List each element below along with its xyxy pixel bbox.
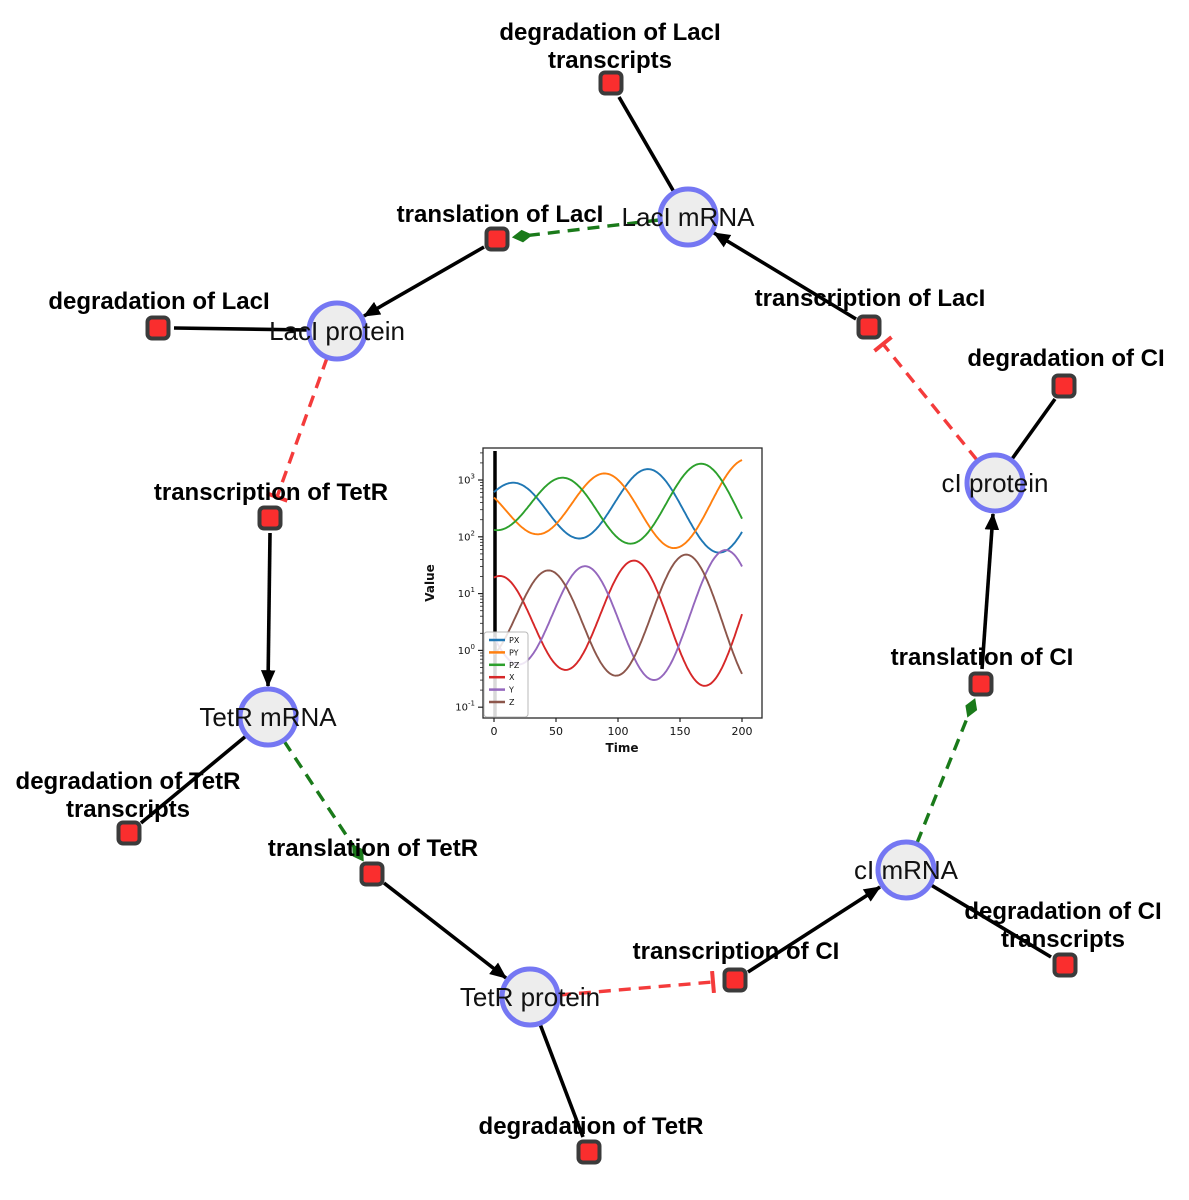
legend-label-PY: PY <box>509 648 519 657</box>
reaction-label-degradation-of-ci-transcripts-line2: transcripts <box>1001 926 1125 953</box>
reaction-label-degradation-of-laci-line1: degradation of LacI <box>48 288 269 315</box>
edge-tetr-mrna-modifies-translation[interactable] <box>282 740 364 862</box>
series-curve-PY <box>493 459 743 550</box>
edge-transcription-ci-to-mrna[interactable] <box>747 885 882 974</box>
edge-laci-mrna-modifies-translation[interactable] <box>511 218 660 243</box>
legend-box <box>483 631 529 718</box>
reaction-label-degradation-of-ci-transcripts-line1: degradation of CI <box>964 898 1161 925</box>
reaction-node-transcription-of-laci[interactable] <box>856 314 882 340</box>
reaction-node-translation-of-tetr[interactable] <box>359 861 385 887</box>
reaction-node-degradation-of-tetr-transcripts[interactable] <box>116 820 142 846</box>
reaction-node-transcription-of-tetr[interactable] <box>257 505 283 531</box>
edge-tetr-mrna-to-degradation[interactable] <box>139 734 248 825</box>
plot-legend: PX PY PZ XYZ <box>483 631 529 718</box>
reaction-node-degradation-of-ci-transcripts[interactable] <box>1052 952 1078 978</box>
edge-tetr-protein-inhibits-ci-tx[interactable] <box>558 970 716 997</box>
plot-ticks: 0 50 100 150 200 103 102 101 100 10-1 <box>455 452 753 738</box>
reaction-node-translation-of-laci[interactable] <box>484 226 510 252</box>
edge-transcription-laci-to-mrna[interactable] <box>712 231 857 321</box>
reaction-node-translation-of-ci[interactable] <box>968 671 994 697</box>
reaction-label-degradation-of-tetr-transcripts-line2: transcripts <box>66 796 190 823</box>
reaction-node-degradation-of-laci[interactable] <box>145 315 171 341</box>
edge-laci-protein-inhibits-tetr-tx[interactable] <box>265 357 329 503</box>
x-tick-label: 150 <box>670 725 691 738</box>
legend-label-Z: Z <box>509 698 515 707</box>
reaction-label-translation-of-tetr-line1: translation of TetR <box>268 835 478 862</box>
legend-label-X: X <box>509 673 515 682</box>
reaction-label-degradation-of-tetr-line1: degradation of TetR <box>479 1113 704 1140</box>
series-curve-Z <box>493 553 743 677</box>
species-label-tetr-protein: TetR protein <box>460 982 600 1012</box>
species-node-tetr-mrna[interactable] <box>237 686 299 748</box>
reaction-node-degradation-of-ci[interactable] <box>1051 373 1077 399</box>
y-tick-label: 10-1 <box>455 700 475 714</box>
species-node-laci-mrna[interactable] <box>657 186 719 248</box>
species-node-ci-protein[interactable] <box>964 452 1026 514</box>
x-tick-label: 50 <box>549 725 563 738</box>
edge-translation-tetr-to-protein[interactable] <box>382 881 508 980</box>
reaction-label-transcription-of-tetr-line1: transcription of TetR <box>154 479 388 506</box>
x-tick-label: 100 <box>608 725 629 738</box>
reaction-label-transcription-of-ci-line1: transcription of CI <box>633 938 840 965</box>
species-label-ci-protein: cI protein <box>942 468 1049 498</box>
edge-ci-mrna-modifies-translation[interactable] <box>915 698 978 844</box>
edge-tetr-protein-to-degradation[interactable] <box>538 1023 585 1138</box>
plot-xaxis-label: Time <box>606 741 639 755</box>
species-node-ci-mrna[interactable] <box>875 839 937 901</box>
species-node-laci-protein[interactable] <box>306 300 368 362</box>
edge-laci-protein-to-degradation[interactable] <box>173 326 309 332</box>
species-node-tetr-protein[interactable] <box>499 966 561 1028</box>
node-labels-layer: degradation of LacItranscriptstranslatio… <box>16 19 1165 1140</box>
species-label-laci-protein: LacI protein <box>269 316 405 346</box>
reaction-nodes-layer <box>116 70 1078 1165</box>
reaction-label-degradation-of-laci-transcripts-line1: degradation of LacI <box>499 19 720 46</box>
reaction-node-degradation-of-tetr[interactable] <box>576 1139 602 1165</box>
y-tick-label: 103 <box>458 473 475 487</box>
legend-label-PZ: PZ <box>509 661 520 670</box>
edge-transcription-tetr-to-mrna[interactable] <box>260 532 276 688</box>
y-tick-label: 102 <box>458 529 475 543</box>
reaction-label-translation-of-ci-line1: translation of CI <box>891 644 1074 671</box>
edges-layer <box>139 96 1057 1138</box>
y-tick-label: 101 <box>458 586 475 600</box>
edge-translation-laci-to-protein[interactable] <box>362 245 485 318</box>
reaction-label-degradation-of-ci-line1: degradation of CI <box>967 345 1164 372</box>
reaction-label-translation-of-laci-line1: translation of LacI <box>397 201 604 228</box>
x-tick-label: 0 <box>491 725 498 738</box>
edge-ci-protein-to-degradation[interactable] <box>1010 397 1057 461</box>
edge-laci-mrna-to-degradation[interactable] <box>617 96 676 193</box>
y-tick-label: 100 <box>458 643 475 657</box>
reaction-node-degradation-of-laci-transcripts[interactable] <box>598 70 624 96</box>
edge-translation-ci-to-protein[interactable] <box>980 512 1000 670</box>
reaction-node-transcription-of-ci[interactable] <box>722 967 748 993</box>
reaction-label-degradation-of-laci-transcripts-line2: transcripts <box>548 47 672 74</box>
x-tick-label: 200 <box>732 725 753 738</box>
edge-ci-protein-inhibits-laci-tx[interactable] <box>873 335 979 462</box>
series-curve-X <box>493 559 743 687</box>
species-label-tetr-mrna: TetR mRNA <box>199 702 337 732</box>
legend-label-PX: PX <box>509 636 520 645</box>
reaction-label-transcription-of-laci-line1: transcription of LacI <box>755 285 986 312</box>
legend-label-Y: Y <box>508 686 514 695</box>
series-curve-PX <box>493 468 743 554</box>
reaction-label-degradation-of-tetr-transcripts-line1: degradation of TetR <box>16 768 241 795</box>
species-label-laci-mrna: LacI mRNA <box>622 202 756 232</box>
species-label-ci-mrna: cI mRNA <box>854 855 959 885</box>
plot-yaxis-label: Value <box>423 564 437 602</box>
species-nodes-layer <box>237 186 1026 1028</box>
edge-ci-mrna-to-degradation[interactable] <box>930 883 1052 959</box>
series-curve-PZ <box>493 462 743 545</box>
series-curve-Y <box>493 549 743 681</box>
